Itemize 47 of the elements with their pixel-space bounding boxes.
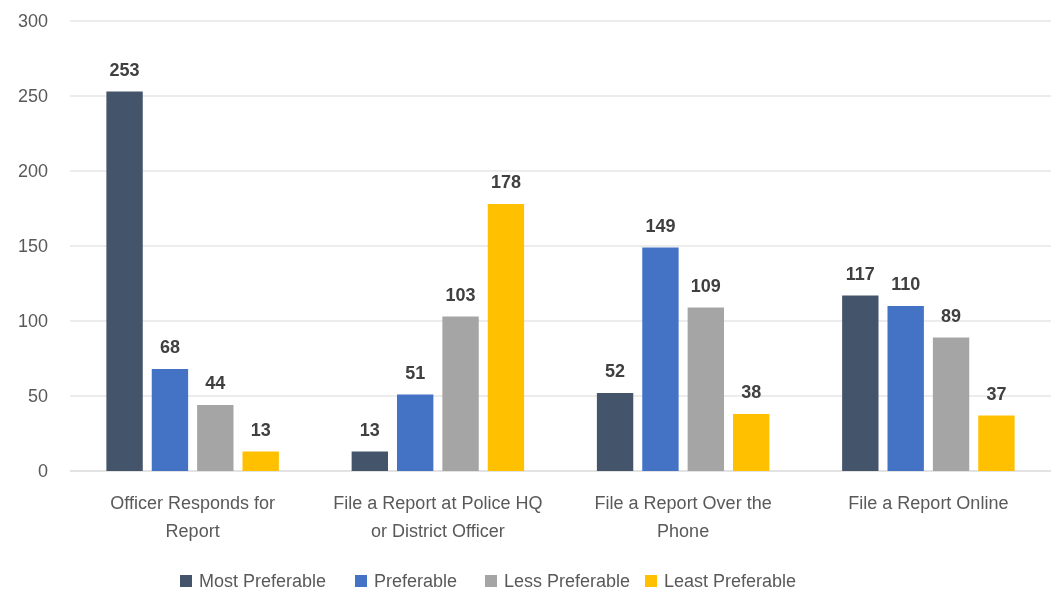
bar [687,307,724,471]
bar [442,316,479,471]
y-tick-label: 100 [17,311,48,332]
data-label: 110 [891,274,921,294]
legend-label: Less Preferable [504,571,631,592]
y-tick-label: 250 [17,86,48,107]
data-label: 51 [405,362,426,383]
y-tick-label: 300 [17,11,48,32]
bar [351,451,388,471]
data-label: 52 [605,361,626,381]
legend-label: Least Preferable [664,571,797,592]
data-label: 68 [159,337,180,357]
bar [978,415,1015,471]
x-tick-label: File a Report at Police HQ or District Officer [333,493,543,541]
bar [151,369,189,471]
x-tick-label: Officer Responds for Report [110,493,275,541]
x-tick-label: File a Report Online [848,493,1009,513]
bar [842,295,879,471]
legend-label: Preferable [374,571,458,592]
y-tick-label: 50 [27,386,48,407]
data-label: 37 [986,383,1007,404]
bar [932,337,970,471]
data-label: 117 [845,263,875,284]
bar [487,204,525,471]
data-label: 103 [445,284,476,305]
bar [596,393,634,471]
y-tick-label: 0 [37,461,48,482]
data-label: 89 [941,305,962,326]
x-tick-label: File a Report Over the Phone [594,493,772,541]
data-label: 13 [250,419,271,440]
data-label: 178 [490,172,521,192]
bar [642,247,679,471]
y-tick-label: 150 [17,236,48,257]
data-label: 44 [205,373,226,393]
y-tick-label: 200 [17,161,48,182]
data-label: 13 [359,419,380,440]
bar [242,451,279,471]
data-label: 109 [690,275,721,296]
bar [106,91,143,471]
data-label: 38 [741,382,762,402]
legend-label: Most Preferable [199,571,327,592]
bar [887,306,924,471]
bar [397,394,434,471]
bar [733,414,770,471]
bar [197,405,234,471]
data-label: 253 [109,59,140,80]
data-label: 149 [645,215,676,236]
